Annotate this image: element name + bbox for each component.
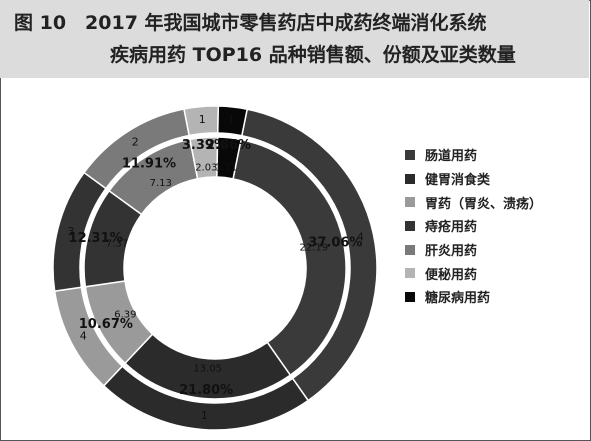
inner-value-label: 13.05 (193, 364, 222, 375)
inner-value-label: 7.13 (150, 178, 172, 189)
legend-swatch (405, 173, 415, 184)
legend-label: 便秘用药 (425, 267, 478, 283)
legend-item: 便秘用药 (405, 261, 585, 285)
title-bar: 图 10 2017 年我国城市零售药店中成药终端消化系统疾病用药 TOP16 品… (0, 0, 589, 78)
legend-swatch (405, 244, 415, 255)
inner-slice-1 (232, 138, 347, 377)
percent-label: 37.06% (308, 235, 362, 250)
chart-title-line2: 疾病用药 TOP16 品种销售额、份额及亚类数量 (110, 44, 516, 66)
outer-count-label: 1 (228, 113, 235, 126)
outer-count-label: 3 (67, 225, 74, 238)
inner-value-label: 2.03 (195, 162, 217, 173)
inner-slice-7 (216, 136, 242, 180)
outer-count-label: 1 (199, 113, 206, 126)
legend-swatch (405, 149, 415, 160)
legend-swatch (405, 220, 415, 231)
percent-label: 21.80% (179, 383, 233, 398)
legend-item: 健胃消食类 (405, 167, 585, 191)
inner-value-label: 6.39 (114, 310, 136, 321)
legend-label: 肠道用药 (425, 149, 478, 165)
chart-title: 图 10 2017 年我国城市零售药店中成药终端消化系统疾病用药 TOP16 品… (14, 7, 584, 71)
legend-swatch (405, 197, 415, 208)
percent-label: 11.91% (122, 157, 176, 172)
inner-value-label: 22.19 (300, 242, 329, 253)
legend-label: 痔疮用药 (425, 220, 478, 236)
outer-count-label: 2 (132, 136, 139, 149)
chart-title-line1: 图 10 2017 年我国城市零售药店中成药终端消化系统 (14, 12, 487, 34)
legend-swatch (405, 268, 415, 279)
legend-label: 健胃消食类 (425, 173, 491, 189)
percent-label: 10.67% (79, 317, 133, 332)
legend-item: 痔疮用药 (405, 214, 585, 238)
legend-label: 糖尿病用药 (425, 291, 491, 307)
legend-label: 肝炎用药 (425, 244, 478, 260)
inner-value-label: 1.71 (215, 163, 237, 174)
percent-label: 2.86% (206, 138, 251, 153)
chart-legend: 肠道用药健胃消食类胃药（胃炎、溃疡） 痔疮用药肝炎用药便秘用药糖尿病用药 (405, 143, 585, 309)
outer-count-label: 4 (357, 231, 364, 244)
legend-swatch (405, 291, 415, 302)
legend-item: 肠道用药 (405, 143, 585, 167)
legend-item: 胃药（胃炎、溃疡） (405, 190, 585, 214)
outer-count-label: 4 (80, 329, 87, 342)
outer-count-label: 1 (201, 409, 208, 422)
legend-item: 糖尿病用药 (405, 285, 585, 309)
legend-label: 胃药（胃炎、溃疡） (425, 196, 543, 212)
inner-value-label: 7.37 (106, 239, 128, 250)
percent-label: 3.39% (182, 138, 227, 153)
percent-label: 12.31% (69, 231, 123, 246)
outer-slice-7 (217, 105, 249, 137)
legend-item: 肝炎用药 (405, 238, 585, 262)
